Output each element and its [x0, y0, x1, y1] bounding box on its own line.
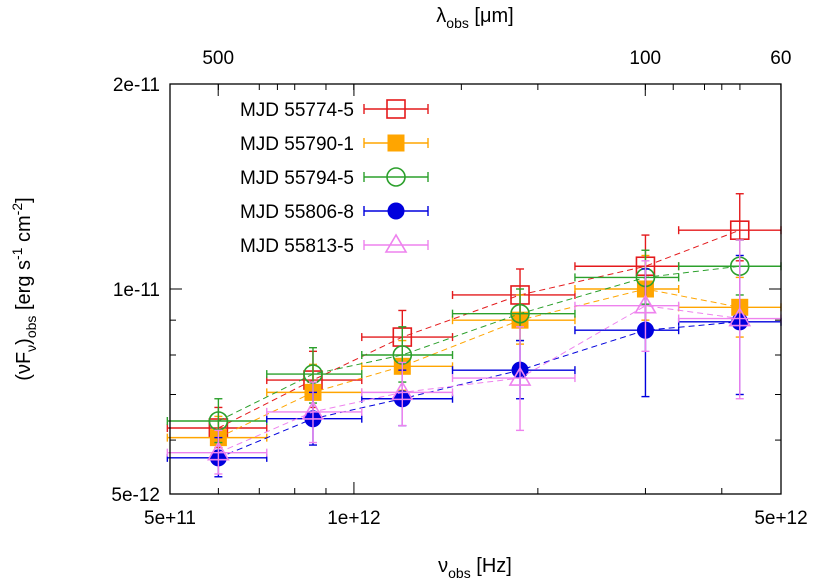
legend-marker — [386, 167, 406, 187]
data-point — [510, 303, 530, 324]
series-dashed-line — [218, 305, 740, 454]
legend-label: MJD 55790-1 — [240, 134, 354, 155]
data-point — [206, 441, 230, 461]
legend-label: MJD 55774-5 — [240, 100, 354, 121]
legend-label: MJD 55806-8 — [240, 202, 354, 223]
series-3 — [166, 239, 782, 444]
y-axis-title: (νFν)obs [erg s-1 cm-2] — [9, 197, 39, 380]
series-2 — [166, 254, 782, 462]
data-point — [634, 294, 657, 314]
x-tick-label: 5e+12 — [754, 508, 807, 529]
series-5 — [166, 239, 782, 475]
legend-marker — [384, 233, 408, 253]
legend-marker — [387, 202, 405, 220]
y-tick-label: 5e-12 — [111, 485, 160, 506]
legend-marker — [386, 99, 406, 119]
legend-label: MJD 55813-5 — [240, 236, 354, 257]
top-tick-label: 500 — [202, 48, 234, 69]
data-point — [390, 380, 414, 401]
top-tick-label: 100 — [629, 48, 661, 69]
series-dashed-line — [218, 229, 740, 429]
data-point — [301, 400, 325, 420]
data-point — [508, 366, 532, 386]
data-point — [728, 306, 752, 327]
legend-label: MJD 55794-5 — [240, 168, 354, 189]
top-axis-title: λobs [μm] — [436, 5, 513, 31]
legend: MJD 55774-5 MJD 55790-1 MJD 55794-5 MJD 558… — [240, 99, 429, 257]
legend-marker — [387, 134, 405, 152]
data-point — [729, 220, 750, 240]
series-4 — [166, 254, 782, 478]
x-tick-label: 1e+12 — [327, 508, 380, 529]
series-dashed-line — [218, 288, 740, 439]
x-tick-label: 5e+11 — [144, 508, 196, 529]
x-axis-title: νobs [Hz] — [438, 555, 512, 580]
axes-layer: 5e+11 1e+12 5e+12 500 100 60 5e-12 1e-11 2e-11 — [111, 48, 807, 529]
y-tick-label: 1e-11 — [113, 280, 160, 301]
y-tick-label: 2e-11 — [113, 75, 160, 96]
series-dashed-line — [218, 321, 740, 459]
top-tick-label: 60 — [770, 48, 791, 69]
